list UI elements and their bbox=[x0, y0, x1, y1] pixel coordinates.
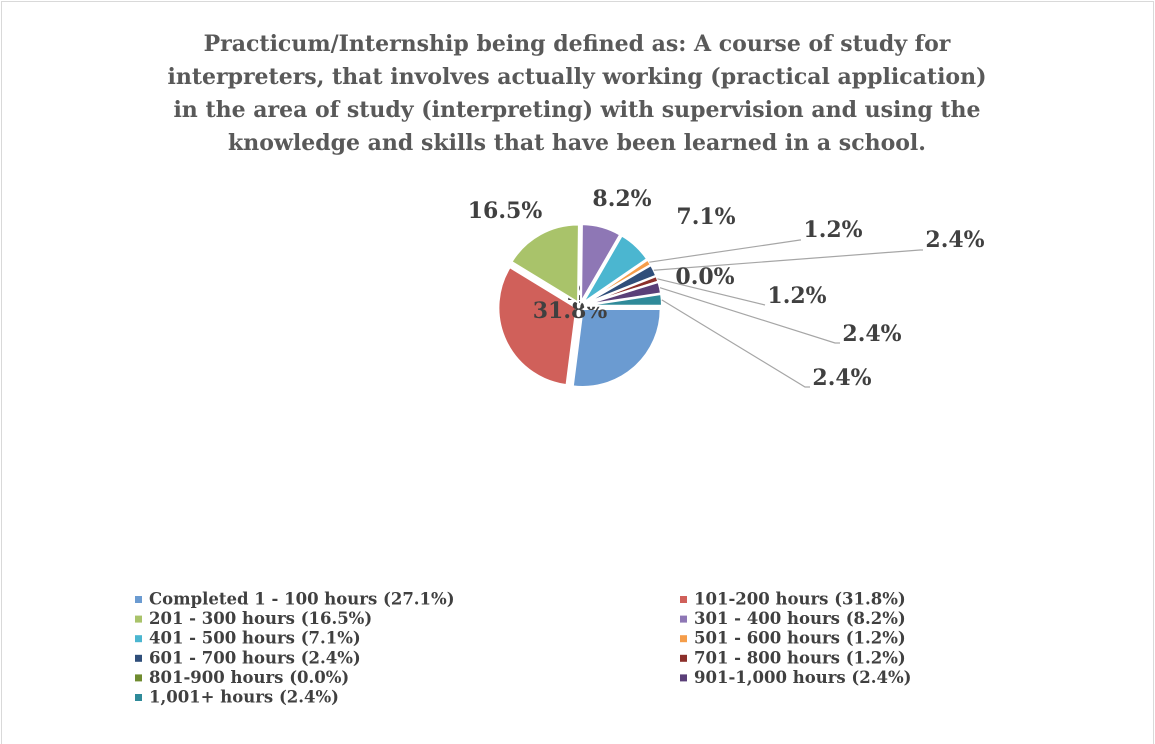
pie-slice bbox=[581, 234, 649, 304]
data-label: 2.4% bbox=[925, 227, 984, 253]
data-label: 7.1% bbox=[676, 204, 735, 230]
data-label: 0.0% bbox=[675, 264, 734, 290]
legend-label: 401 - 500 hours (7.1%) bbox=[149, 629, 361, 648]
legend-label: 101-200 hours (31.8%) bbox=[694, 590, 906, 609]
legend-swatch bbox=[680, 615, 687, 623]
leader-line bbox=[661, 299, 810, 388]
legend-swatch bbox=[135, 615, 142, 623]
leader-line bbox=[657, 278, 766, 306]
legend-label: 901-1,000 hours (2.4%) bbox=[694, 668, 911, 687]
leader-line bbox=[649, 239, 801, 263]
chart-title: Practicum/Internship being defined as: A… bbox=[167, 31, 987, 156]
legend-swatch bbox=[135, 635, 142, 643]
legend-label: 801-900 hours (0.0%) bbox=[149, 668, 349, 687]
legend-label: 301 - 400 hours (8.2%) bbox=[694, 609, 906, 628]
data-label: 2.4% bbox=[812, 365, 871, 391]
leader-line bbox=[653, 249, 923, 271]
legend-swatch bbox=[135, 596, 142, 603]
legend-label: 601 - 700 hours (2.4%) bbox=[149, 648, 361, 667]
data-label: 8.2% bbox=[592, 186, 651, 212]
data-label: 1.2% bbox=[803, 217, 862, 243]
legend-swatch bbox=[680, 654, 687, 662]
legend-label: Completed 1 - 100 hours (27.1%) bbox=[149, 590, 455, 609]
legend-label: 201 - 300 hours (16.5%) bbox=[149, 609, 372, 628]
legend-swatch bbox=[135, 674, 142, 682]
legend-label: 701 - 800 hours (1.2%) bbox=[694, 648, 906, 667]
leader-line bbox=[659, 287, 840, 344]
pie-slice bbox=[510, 223, 580, 305]
pie-slice bbox=[580, 223, 622, 306]
legend-label: 501 - 600 hours (1.2%) bbox=[694, 629, 906, 648]
legend-label: 1,001+ hours (2.4%) bbox=[149, 688, 339, 707]
pie-slice bbox=[571, 308, 662, 388]
pie-slice bbox=[497, 265, 578, 387]
data-label: 1.2% bbox=[767, 283, 826, 309]
data-label: 16.5% bbox=[468, 198, 543, 224]
legend-swatch bbox=[680, 635, 687, 643]
data-label: 2.4% bbox=[842, 321, 901, 347]
legend-swatch bbox=[135, 654, 142, 662]
legend-swatch bbox=[680, 674, 687, 682]
legend-swatch bbox=[135, 694, 142, 701]
legend-swatch bbox=[680, 596, 687, 603]
